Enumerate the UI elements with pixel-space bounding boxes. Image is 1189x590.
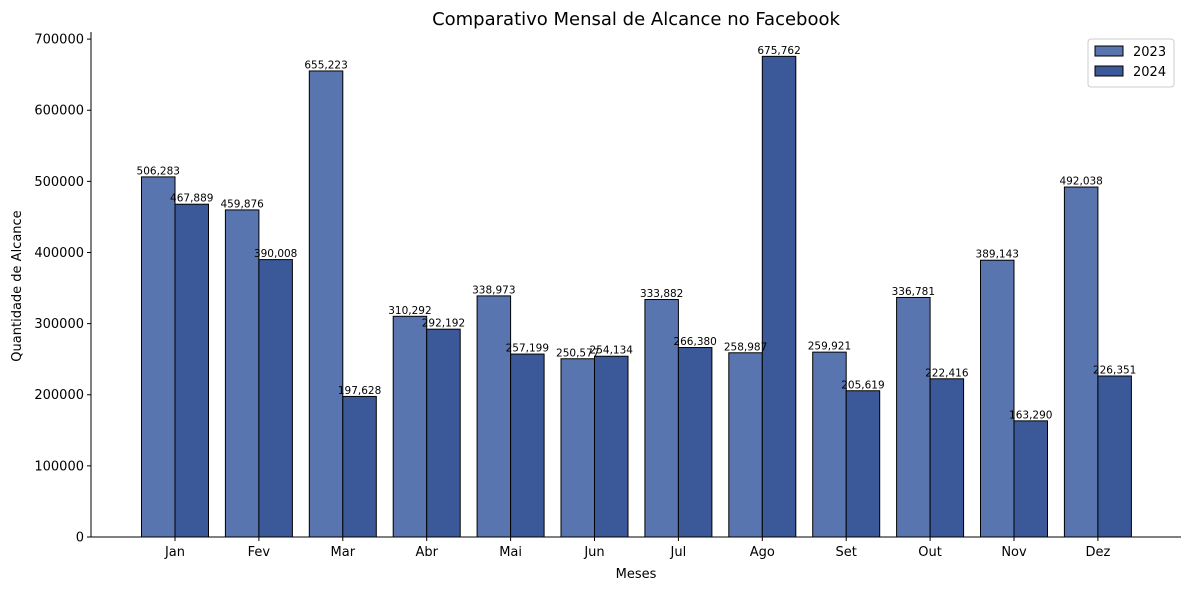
y-tick-label: 0 <box>76 531 84 546</box>
bar-2023-mai <box>476 295 512 538</box>
y-tick-label: 600000 <box>34 104 84 119</box>
bar-label-2024-jun: 254,134 <box>590 345 634 357</box>
bar-label-2024-ago: 675,762 <box>757 45 800 57</box>
bar-label-2024-jul: 266,380 <box>673 336 716 348</box>
bar-labels-group: 506,283 467,889 459,876 390,008 655,223 197,6… <box>137 45 1137 422</box>
bar-2023-jan <box>141 176 176 538</box>
bar-label-2024-mai: 257,199 <box>506 343 549 355</box>
bar-2023-nov <box>980 259 1015 538</box>
bar-2024-jan <box>174 203 209 538</box>
bar-2024-dez <box>1097 375 1132 538</box>
x-tick-label-out: Out <box>918 545 942 560</box>
bar-2023-set <box>812 351 847 538</box>
legend-label-2024: 2024 <box>1133 65 1166 80</box>
bar-label-2023-fev: 459,876 <box>220 198 264 210</box>
bar-label-2024-mar: 197,628 <box>338 385 381 397</box>
bar-2024-ago <box>761 55 797 538</box>
x-tick-label-jul: Jul <box>670 545 687 560</box>
bar-label-2024-nov: 163,290 <box>1009 409 1052 421</box>
legend: 2023 2024 <box>1087 38 1175 88</box>
y-axis-label: Quantidade de Alcance <box>10 210 25 361</box>
x-tick-label-mar: Mar <box>331 545 356 560</box>
bar-label-2024-fev: 390,008 <box>254 248 297 260</box>
x-tick-label-jan: Jan <box>164 545 185 560</box>
x-tick-label-abr: Abr <box>415 545 438 560</box>
bar-label-2023-nov: 389,143 <box>976 249 1019 261</box>
chart-title: Comparativo Mensal de Alcance no Faceboo… <box>432 9 840 30</box>
y-tick-label: 700000 <box>34 33 84 48</box>
bar-2023-dez <box>1063 186 1099 538</box>
x-tick-label-fev: Fev <box>248 545 271 560</box>
bar-label-2023-out: 336,781 <box>892 286 935 298</box>
bar-label-2023-mai: 338,973 <box>472 284 515 296</box>
bar-label-2023-jan: 506,283 <box>137 165 180 177</box>
y-tick-label: 500000 <box>34 175 84 190</box>
bar-label-2023-abr: 310,292 <box>388 305 431 317</box>
bar-2024-fev <box>258 259 293 538</box>
bar-2023-jun <box>560 358 595 538</box>
x-tick-label-dez: Dez <box>1085 545 1110 560</box>
bar-2024-set <box>845 390 881 538</box>
bar-2023-fev <box>224 209 260 538</box>
bar-label-2023-jun: 250,577 <box>556 347 599 359</box>
bar-label-2024-abr: 292,192 <box>422 318 465 330</box>
legend-swatch-2023 <box>1094 45 1124 57</box>
x-tick-label-jun: Jun <box>583 545 604 560</box>
bar-label-2023-set: 259,921 <box>808 341 851 353</box>
bar-2024-nov <box>1013 420 1048 538</box>
y-tick-label: 300000 <box>34 317 84 332</box>
bar-label-2023-jul: 333,882 <box>640 288 683 300</box>
axes-group: 0 100000 200000 300000 400000 500000 600000 700… <box>34 32 1181 560</box>
bar-2024-mai <box>510 353 545 538</box>
x-tick-label-ago: Ago <box>750 545 775 560</box>
bar-label-2023-ago: 258,987 <box>724 341 767 353</box>
bar-label-2024-jan: 467,889 <box>170 193 213 205</box>
bar-2024-mar <box>342 395 377 538</box>
bar-label-2024-out: 222,416 <box>925 367 969 379</box>
y-tick-label: 100000 <box>34 459 84 474</box>
x-tick-label-mai: Mai <box>499 545 522 560</box>
bar-2023-ago <box>728 352 763 538</box>
x-axis-label: Meses <box>616 567 657 582</box>
bar-2023-abr <box>392 315 428 538</box>
bar-2024-jul <box>677 347 713 538</box>
bar-2023-out <box>896 296 931 538</box>
bar-label-2024-dez: 226,351 <box>1093 365 1136 377</box>
x-tick-label-set: Set <box>836 545 857 560</box>
bars-group <box>141 55 1132 538</box>
legend-swatch-2024 <box>1094 65 1124 77</box>
bar-label-2023-dez: 492,038 <box>1059 176 1102 188</box>
bar-2024-jun <box>594 355 629 538</box>
y-tick-label: 200000 <box>34 388 84 403</box>
bar-label-2024-set: 205,619 <box>841 379 884 391</box>
bar-2024-out <box>929 378 965 538</box>
y-tick-label: 400000 <box>34 246 84 261</box>
bar-2024-abr <box>426 328 461 538</box>
x-tick-label-nov: Nov <box>1001 545 1027 560</box>
legend-label-2023: 2023 <box>1133 45 1166 60</box>
bar-2023-mar <box>308 70 344 538</box>
bar-label-2023-mar: 655,223 <box>304 59 347 71</box>
bar-2023-jul <box>644 299 679 538</box>
